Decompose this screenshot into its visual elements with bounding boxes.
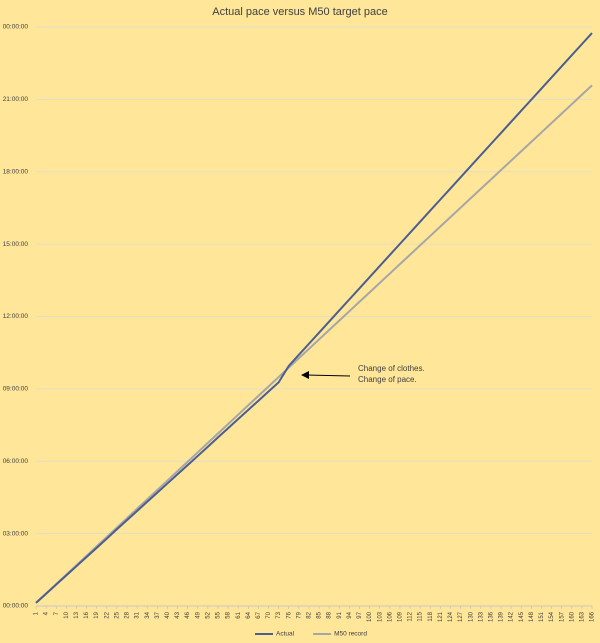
y-tick-label: 03:00:00 (3, 530, 29, 537)
series-line (35, 32, 593, 604)
x-tick-label: 151 (539, 611, 545, 622)
x-tick-label: 115 (418, 611, 424, 621)
x-tick-label: 85 (317, 611, 323, 618)
x-tick-label: 109 (398, 611, 404, 622)
y-tick-label: 21:00:00 (3, 96, 29, 103)
x-tick-label: 22 (104, 611, 110, 618)
x-tick-label: 16 (84, 611, 90, 618)
x-tick-label: 49 (195, 611, 201, 618)
x-tick-label: 130 (468, 611, 474, 622)
x-tick-label: 82 (307, 611, 313, 618)
x-tick-label: 58 (226, 611, 232, 618)
x-tick-label: 1 (34, 611, 40, 615)
x-tick-label: 13 (74, 611, 80, 618)
x-tick-label: 157 (559, 611, 565, 622)
x-tick-label: 40 (165, 611, 171, 618)
x-tick-label: 10 (64, 611, 70, 618)
y-tick-label: 09:00:00 (3, 386, 29, 393)
x-tick-label: 88 (327, 611, 333, 618)
x-tick-label: 25 (114, 611, 120, 618)
y-tick-label: 00:00:00 (3, 603, 29, 610)
x-tick-label: 106 (387, 611, 393, 622)
x-tick-label: 139 (499, 611, 505, 622)
legend-label: Actual (276, 631, 295, 638)
x-tick-label: 142 (509, 611, 515, 622)
annotation-arrowhead (301, 371, 309, 379)
x-tick-label: 112 (408, 611, 414, 621)
x-tick-label: 31 (135, 611, 141, 618)
x-tick-label: 136 (488, 611, 494, 622)
x-tick-label: 97 (357, 611, 363, 618)
x-tick-label: 34 (145, 611, 151, 618)
x-tick-label: 91 (337, 611, 343, 618)
x-tick-label: 73 (276, 611, 282, 618)
x-tick-label: 70 (266, 611, 272, 618)
x-tick-label: 103 (377, 611, 383, 622)
annotation-arrow (305, 374, 351, 377)
x-tick-label: 76 (286, 611, 292, 618)
y-tick-label: 12:00:00 (3, 313, 29, 320)
x-tick-label: 28 (125, 611, 131, 618)
x-tick-label: 145 (519, 611, 525, 622)
x-tick-label: 133 (478, 611, 484, 622)
y-tick-label: 06:00:00 (3, 458, 29, 465)
x-tick-label: 19 (94, 611, 100, 618)
x-tick-label: 154 (549, 611, 555, 622)
x-tick-label: 127 (458, 611, 464, 622)
x-tick-label: 166 (590, 611, 596, 622)
series-line (35, 84, 593, 604)
x-tick-label: 79 (296, 611, 302, 618)
x-tick-label: 55 (216, 611, 222, 618)
y-tick-label: 18:00:00 (3, 168, 29, 175)
x-tick-label: 46 (185, 611, 191, 618)
x-tick-label: 100 (367, 611, 373, 622)
x-tick-label: 37 (155, 611, 161, 618)
annotation: Change of pace. (358, 375, 417, 384)
x-tick-label: 118 (428, 611, 434, 621)
chart-title: Actual pace versus M50 target pace (212, 6, 387, 18)
x-tick-label: 43 (175, 611, 181, 618)
x-tick-label: 52 (205, 611, 211, 618)
x-tick-label: 163 (579, 611, 585, 622)
x-tick-label: 4 (44, 611, 50, 615)
y-tick-label: 00:00:00 (3, 24, 29, 31)
x-tick-label: 7 (54, 611, 60, 615)
x-tick-label: 61 (236, 611, 242, 618)
annotation: Change of clothes. (358, 364, 425, 373)
legend-label: M50 record (334, 631, 367, 638)
x-tick-label: 94 (347, 611, 353, 618)
x-tick-label: 64 (246, 611, 252, 618)
y-tick-label: 15:00:00 (3, 241, 29, 248)
x-tick-label: 121 (438, 611, 444, 622)
x-tick-label: 67 (256, 611, 262, 618)
x-tick-label: 148 (529, 611, 535, 622)
x-tick-label: 124 (448, 611, 454, 622)
x-tick-label: 160 (569, 611, 575, 622)
